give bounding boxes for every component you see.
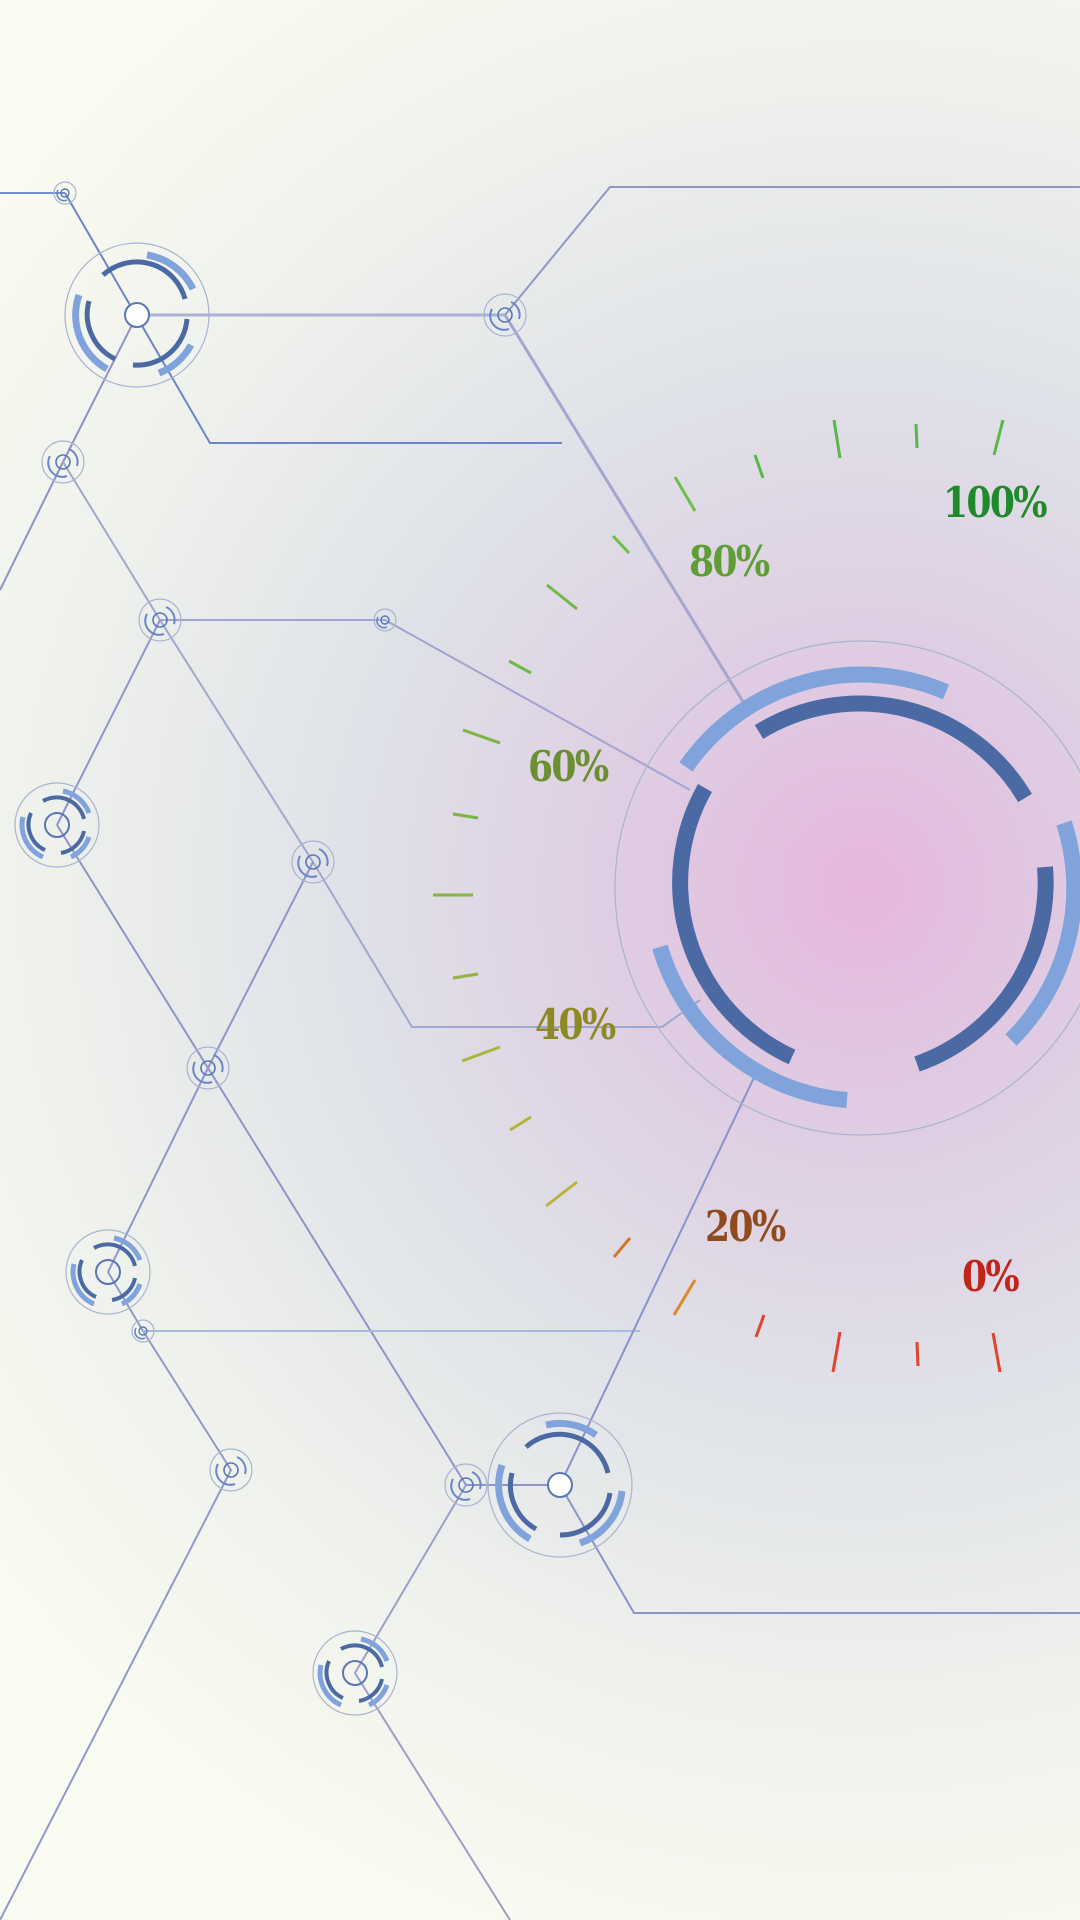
connector-line	[0, 1271, 233, 1920]
gauge-tick	[991, 1332, 1002, 1373]
gauge-label-40: 40%	[535, 1000, 616, 1049]
network-node-large	[64, 242, 210, 388]
network-node-small	[483, 293, 527, 337]
network-node-small	[138, 598, 182, 642]
network-node-tiny	[373, 608, 397, 632]
central-ring	[614, 640, 1080, 1136]
gauge-tick	[754, 1314, 766, 1338]
gauge-tick	[452, 812, 479, 820]
connector-line	[160, 619, 691, 791]
gauge-tick	[915, 1341, 920, 1367]
gauge-tick	[452, 972, 479, 980]
connector-line	[504, 186, 1080, 316]
network-node-tiny	[53, 181, 77, 205]
gauge-tick	[831, 1331, 842, 1373]
network-node-tiny	[131, 1319, 155, 1343]
gauge-tick	[914, 423, 919, 449]
ring-arc	[1005, 820, 1080, 1046]
network-node-medium	[14, 782, 100, 868]
gauge-label-100: 100%	[943, 478, 1048, 527]
network-nodes	[14, 181, 633, 1716]
gauge-label-20: 20%	[705, 1202, 786, 1251]
central-ring-outline	[614, 640, 1080, 1136]
ring-arc	[679, 666, 950, 772]
connector-line	[56, 824, 467, 1486]
gauge-tick	[832, 419, 842, 459]
network-node-small	[186, 1046, 230, 1090]
ring-arc	[672, 784, 796, 1065]
gauge-tick	[753, 454, 765, 479]
network-node-medium	[312, 1630, 398, 1716]
network-node-medium	[65, 1229, 151, 1315]
gauge-tick	[546, 583, 578, 611]
network-node-small	[291, 840, 335, 884]
gauge-label-80: 80%	[689, 537, 770, 586]
ring-arc	[754, 695, 1032, 803]
connector-line	[62, 461, 701, 1028]
gauge-tick	[545, 1180, 578, 1208]
network-node-large	[487, 1412, 633, 1558]
connector-line	[353, 1484, 511, 1920]
connector-line	[503, 314, 747, 706]
gauge-tick	[992, 419, 1005, 456]
gauge-tick	[509, 1115, 532, 1132]
gauge-label-60: 60%	[528, 742, 609, 791]
network-node-small	[444, 1463, 488, 1507]
gauge-label-0: 0%	[962, 1252, 1020, 1301]
ring-arc	[914, 866, 1054, 1072]
gauge-tick	[508, 659, 532, 675]
gauge-tick	[612, 1237, 632, 1258]
gauge-tick	[461, 1045, 501, 1063]
network-node-small	[209, 1448, 253, 1492]
connector-line	[56, 619, 161, 826]
gauge-ticks	[433, 419, 1005, 1373]
gauge-tick	[611, 534, 631, 555]
gauge-tick	[672, 1279, 697, 1316]
connector-line	[64, 192, 562, 444]
gauge-tick	[462, 728, 501, 745]
gauge-tick	[673, 476, 697, 512]
connector-line	[107, 861, 314, 1273]
connector-line	[558, 1064, 1080, 1614]
network-node-small	[41, 440, 85, 484]
ring-arc	[652, 944, 848, 1108]
